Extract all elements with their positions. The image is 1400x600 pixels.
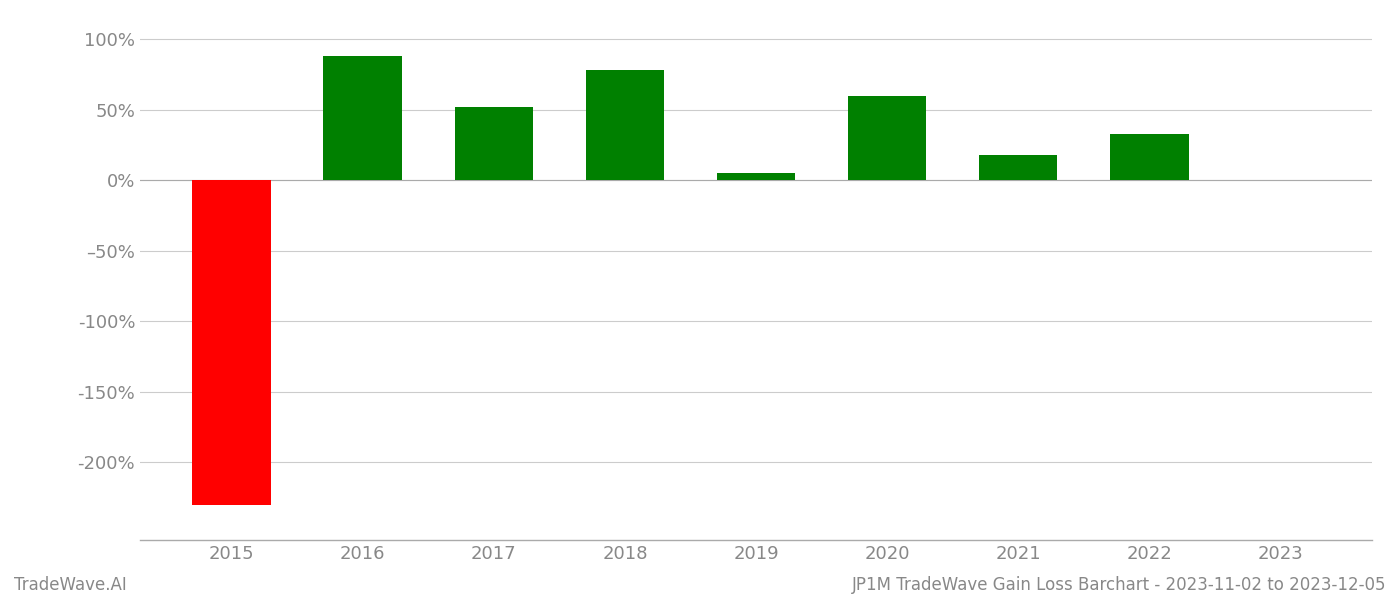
Bar: [585, 70, 664, 180]
Bar: [979, 155, 1057, 180]
Bar: [717, 173, 795, 180]
Bar: [455, 107, 533, 180]
Bar: [1110, 134, 1189, 180]
Bar: [192, 180, 272, 505]
Bar: [848, 95, 927, 180]
Bar: [323, 56, 402, 180]
Text: JP1M TradeWave Gain Loss Barchart - 2023-11-02 to 2023-12-05: JP1M TradeWave Gain Loss Barchart - 2023…: [851, 576, 1386, 594]
Text: TradeWave.AI: TradeWave.AI: [14, 576, 127, 594]
